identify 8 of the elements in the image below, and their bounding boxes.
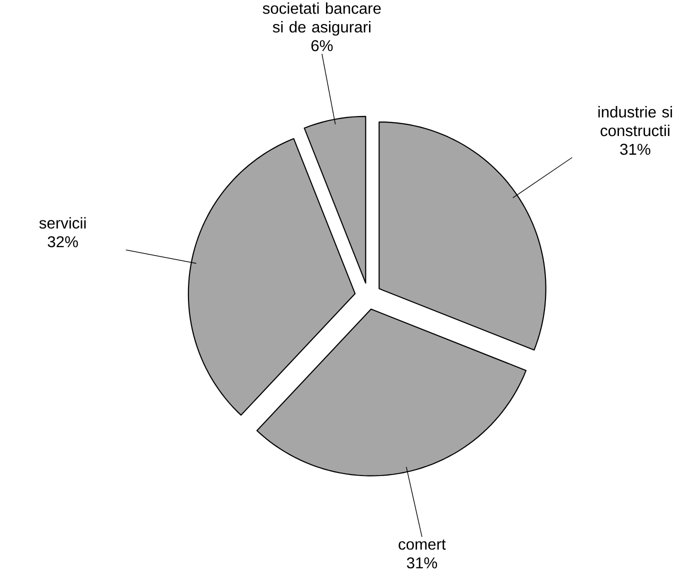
slice-label: industrie si constructii bbox=[598, 106, 672, 136]
slice-label: comert bbox=[398, 540, 446, 550]
data-label: 31% bbox=[406, 557, 438, 568]
data-label: 31% bbox=[620, 144, 650, 155]
slice-label: servicii bbox=[39, 217, 86, 229]
data-label: 6% bbox=[311, 40, 333, 52]
slice-label: societati bancare si de asigurari bbox=[262, 2, 381, 36]
data-label: 32% bbox=[48, 236, 78, 248]
